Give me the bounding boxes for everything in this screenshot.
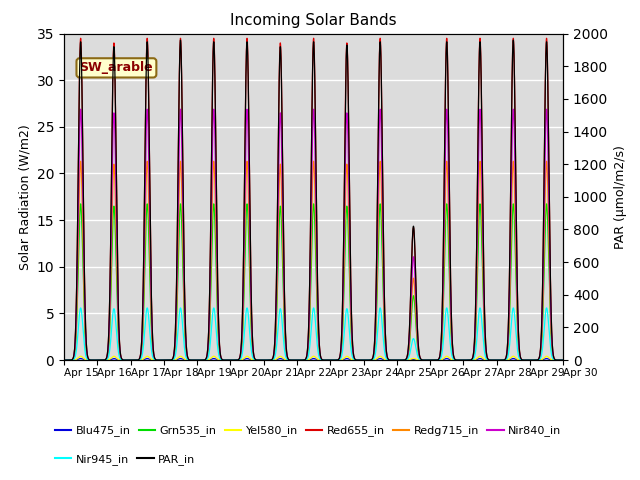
Text: SW_arable: SW_arable [79, 61, 153, 74]
Title: Incoming Solar Bands: Incoming Solar Bands [230, 13, 397, 28]
Legend: Blu475_in, Grn535_in, Yel580_in, Red655_in, Redg715_in, Nir840_in: Blu475_in, Grn535_in, Yel580_in, Red655_… [51, 421, 566, 441]
Y-axis label: PAR (μmol/m2/s): PAR (μmol/m2/s) [614, 145, 627, 249]
Y-axis label: Solar Radiation (W/m2): Solar Radiation (W/m2) [18, 124, 31, 270]
Legend: Nir945_in, PAR_in: Nir945_in, PAR_in [51, 450, 200, 469]
